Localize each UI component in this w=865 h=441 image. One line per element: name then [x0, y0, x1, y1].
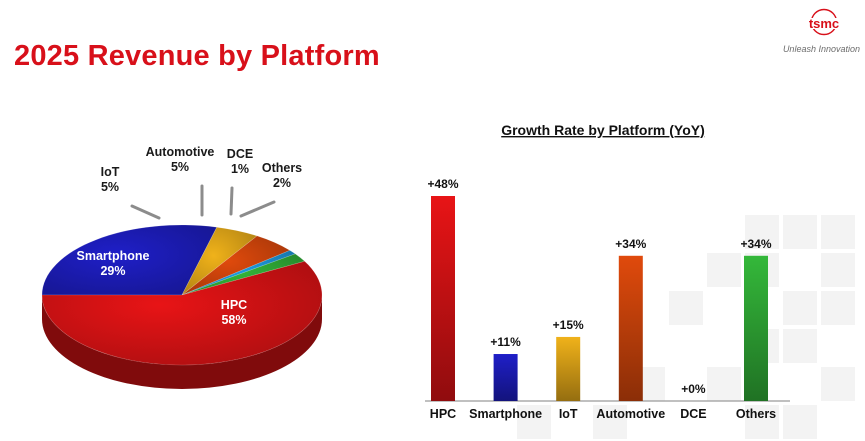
pie-slice-hpc — [41, 260, 323, 366]
bar-category-dce: DCE — [680, 407, 706, 421]
bar-value-dce: +0% — [681, 382, 706, 396]
pie-chart-svg: HPC58%Smartphone29%IoT5%Automotive5%DCE1… — [41, 145, 323, 389]
pie-slice-automotive — [181, 235, 291, 296]
revenue-pie-chart: HPC 58% Smartphone 29% IoT 5% Automotive 5% DCE 1… — [0, 140, 345, 430]
bar-category-hpc: HPC — [430, 407, 456, 421]
bar-value-iot: +15% — [553, 318, 584, 332]
pie-slice-dce — [181, 250, 296, 296]
bar-hpc — [431, 196, 455, 401]
bar-value-automotive: +34% — [615, 237, 646, 251]
pie-value-iot: 5% — [101, 180, 119, 194]
bar-chart-svg: Growth Rate by Platform (YoY) +48% HPC +11%… — [425, 122, 790, 421]
bar-smartphone — [493, 354, 518, 401]
pie-leader-others — [239, 200, 276, 218]
pie-value-smartphone: 29% — [100, 264, 125, 278]
pie-value-automotive: 5% — [171, 160, 189, 174]
bar-category-iot: IoT — [559, 407, 578, 421]
bar-value-others: +34% — [740, 237, 771, 251]
pie-slice-iot — [181, 226, 258, 296]
pie-side-hpc — [42, 295, 322, 389]
pie-leader-dce — [229, 186, 234, 216]
pie-slice-smartphone — [41, 224, 218, 296]
pie-label-automotive: Automotive — [146, 145, 215, 159]
pie-value-others: 2% — [273, 176, 291, 190]
bar-others — [744, 255, 768, 401]
pie-value-hpc: 58% — [221, 313, 246, 327]
bar-value-smartphone: +11% — [490, 335, 521, 349]
growth-bar-chart: Growth Rate by Platform (YoY) +48% HPC +11%… — [420, 115, 860, 435]
bar-automotive — [618, 255, 643, 401]
pie-label-iot: IoT — [101, 165, 120, 179]
bar-category-others: Others — [736, 407, 776, 421]
bar-chart-title: Growth Rate by Platform (YoY) — [501, 122, 705, 138]
page-title: 2025 Revenue by Platform — [14, 40, 380, 72]
tagline: Unleash Innovation — [782, 44, 860, 54]
tsmc-logo: tsmc — [786, 8, 862, 58]
pie-label-smartphone: Smartphone — [77, 249, 150, 263]
logo-text: tsmc — [809, 16, 839, 31]
bar-value-hpc: +48% — [427, 177, 458, 191]
pie-value-dce: 1% — [231, 162, 249, 176]
bar-category-automotive: Automotive — [596, 407, 665, 421]
pie-leader-iot — [130, 204, 161, 220]
pie-label-dce: DCE — [227, 147, 253, 161]
pie-slice-others — [181, 253, 306, 296]
bar-iot — [556, 336, 581, 401]
pie-label-hpc: HPC — [221, 298, 247, 312]
bar-category-smartphone: Smartphone — [469, 407, 542, 421]
pie-label-others: Others — [262, 161, 302, 175]
